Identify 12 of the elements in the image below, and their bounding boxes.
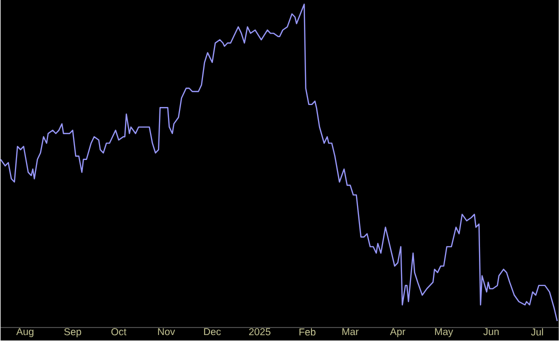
x-tick-label: Feb (299, 328, 316, 336)
x-tick-label: Aug (16, 328, 34, 338)
x-tick-label: Sep (64, 328, 82, 338)
x-tick-label: Nov (158, 328, 176, 336)
x-tick-label: Mar (342, 328, 359, 336)
x-tick-label: May (435, 328, 454, 338)
x-tick-label: 2025 (249, 328, 270, 336)
x-tick-label: Oct (111, 328, 126, 336)
x-tick-label: Apr (390, 328, 406, 338)
x-tick-label: Jun (483, 328, 499, 336)
x-tick-label: Jul (531, 328, 543, 336)
x-tick-label: Dec (204, 328, 221, 336)
